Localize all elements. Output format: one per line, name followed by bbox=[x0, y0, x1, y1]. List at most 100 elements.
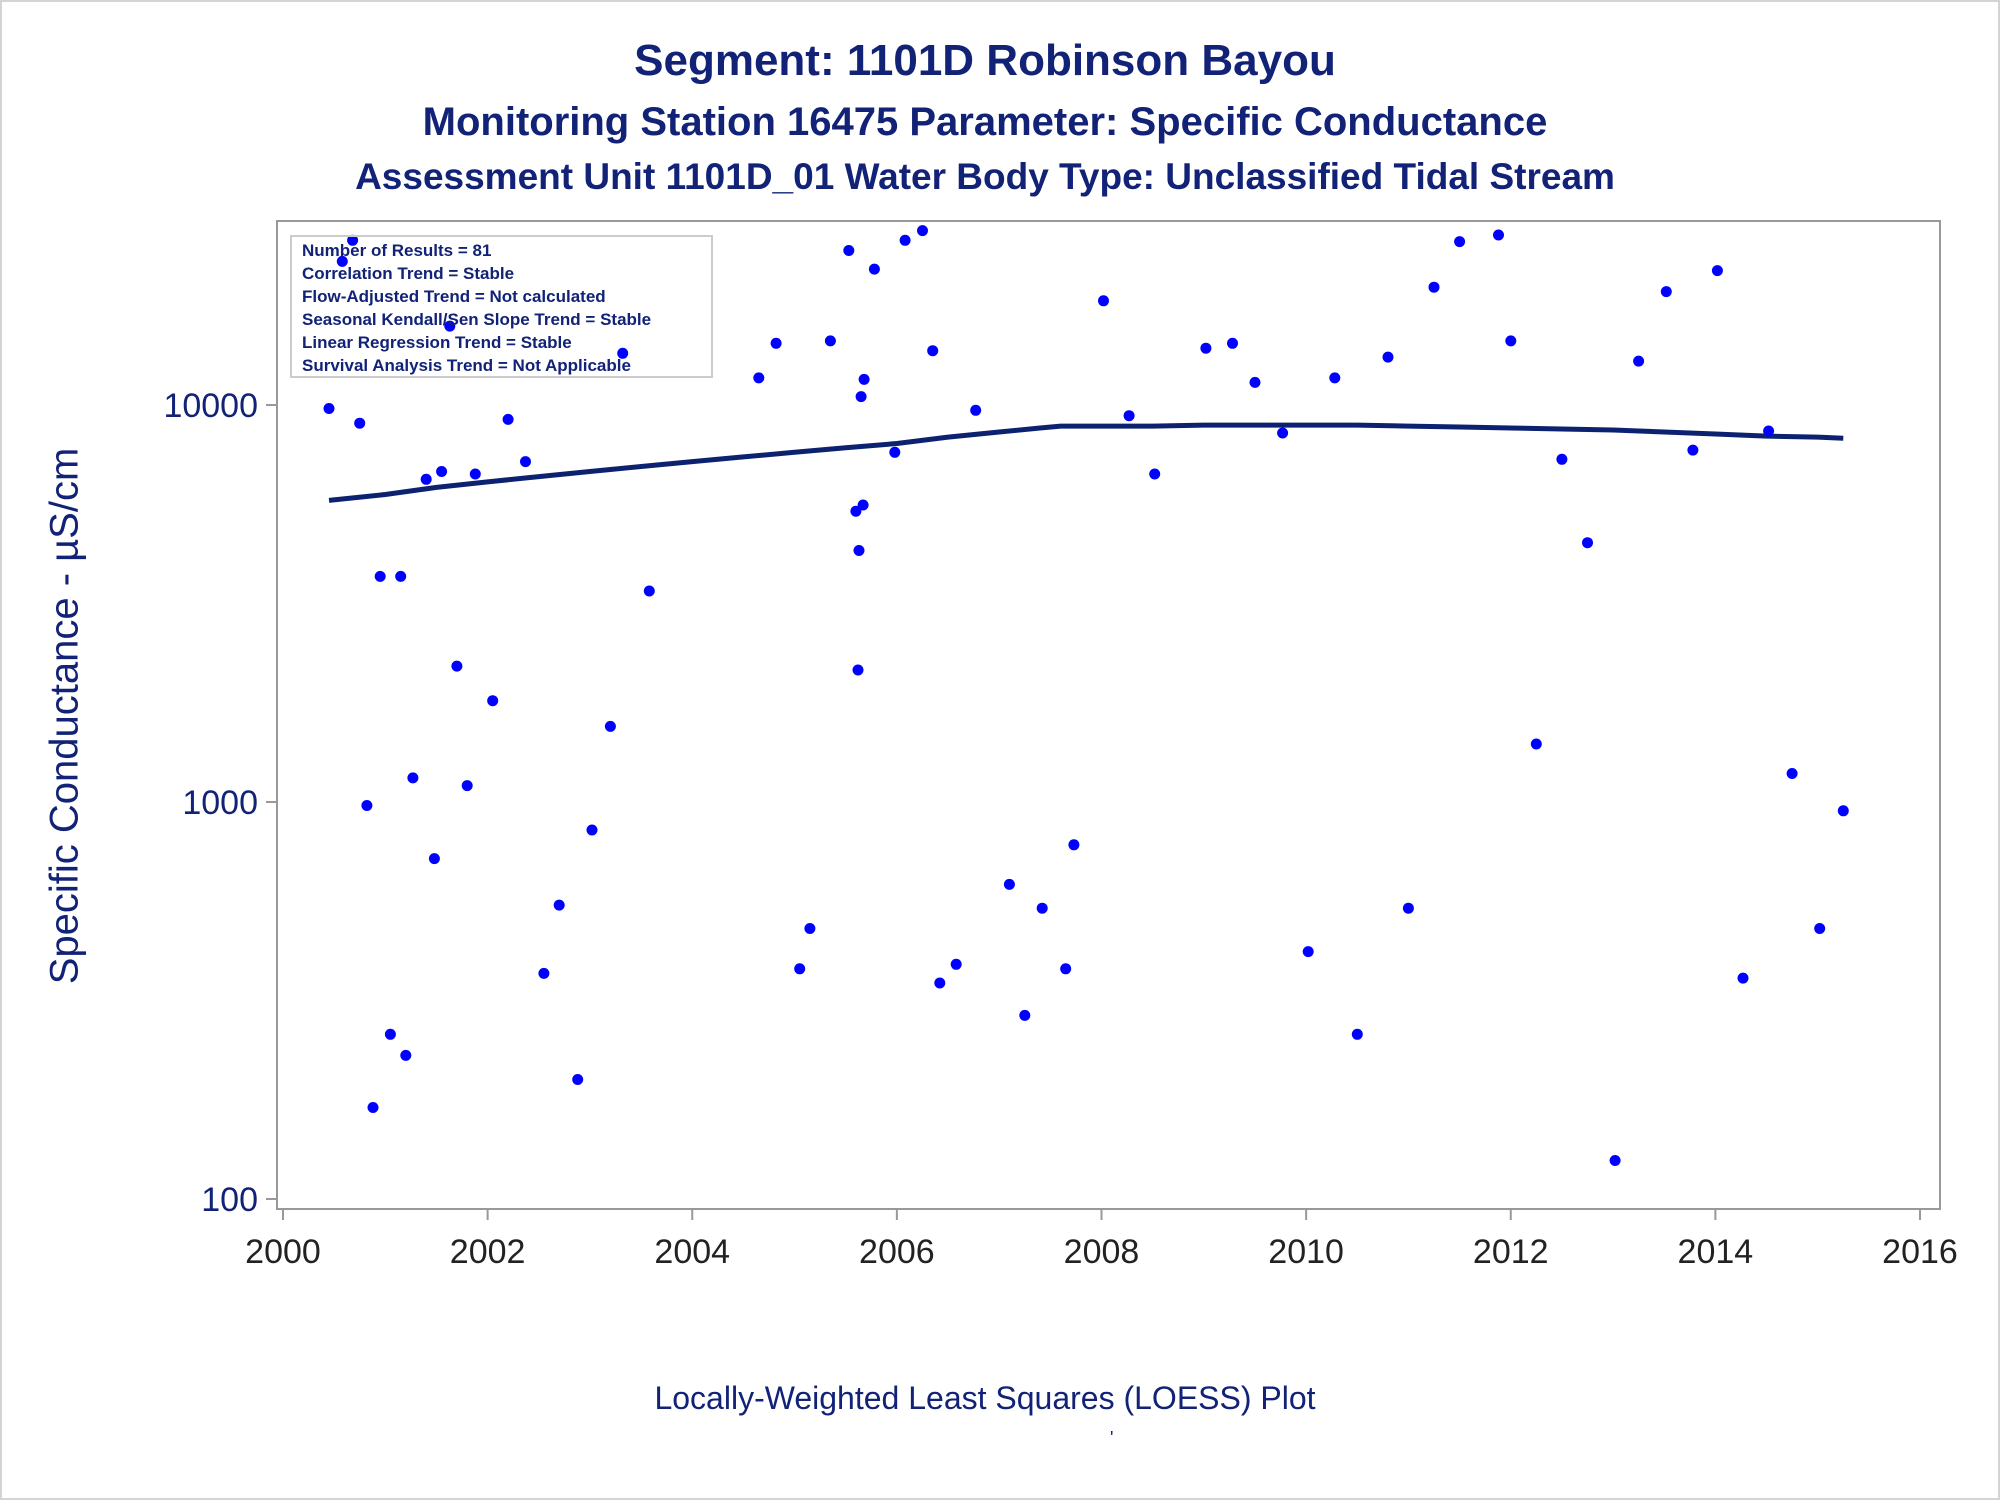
data-point bbox=[970, 404, 982, 416]
x-tick-label: 2006 bbox=[859, 1233, 935, 1271]
x-tick-label: 2000 bbox=[245, 1233, 321, 1271]
data-point bbox=[604, 720, 616, 732]
data-point bbox=[1200, 342, 1212, 354]
y-tick-label: 100 bbox=[201, 1181, 258, 1219]
data-point bbox=[469, 468, 481, 480]
data-point bbox=[487, 695, 499, 707]
data-point bbox=[1814, 923, 1826, 934]
data-point bbox=[586, 824, 598, 836]
stats-legend-line: Survival Analysis Trend = Not Applicable bbox=[302, 356, 631, 375]
data-point bbox=[1036, 902, 1048, 914]
data-point bbox=[950, 958, 962, 970]
data-point bbox=[1609, 1155, 1621, 1166]
data-point bbox=[538, 967, 550, 979]
data-point bbox=[855, 391, 867, 403]
data-point bbox=[1249, 376, 1261, 388]
data-point bbox=[1277, 427, 1289, 439]
data-point bbox=[850, 505, 862, 517]
data-point bbox=[336, 255, 348, 267]
y-tick-label: 10000 bbox=[163, 387, 258, 425]
data-point bbox=[617, 347, 629, 359]
data-point bbox=[1003, 878, 1015, 890]
x-tick-label: 2008 bbox=[1064, 1233, 1140, 1271]
data-point bbox=[1556, 453, 1568, 465]
x-tick-label: 2016 bbox=[1882, 1233, 1958, 1271]
data-point bbox=[1505, 335, 1517, 347]
data-point bbox=[1786, 768, 1798, 779]
data-point bbox=[1837, 805, 1849, 817]
data-point bbox=[1227, 337, 1238, 349]
data-point bbox=[553, 899, 565, 911]
data-point bbox=[1493, 229, 1504, 241]
data-point bbox=[1582, 537, 1593, 549]
data-point bbox=[934, 977, 946, 989]
data-point bbox=[384, 1028, 396, 1040]
data-point bbox=[1711, 265, 1723, 277]
data-point bbox=[643, 585, 655, 597]
x-tick-label: 2004 bbox=[654, 1233, 730, 1271]
scatter-points bbox=[323, 225, 1849, 1166]
data-point bbox=[520, 456, 531, 468]
footnote: Locally-Weighted Least Squares (LOESS) P… bbox=[654, 1380, 1316, 1416]
data-point bbox=[323, 403, 335, 414]
data-point bbox=[428, 853, 440, 865]
data-point bbox=[927, 345, 939, 357]
y-tick-label: 1000 bbox=[182, 784, 258, 822]
data-point bbox=[461, 780, 473, 792]
data-point bbox=[1660, 286, 1672, 298]
stats-legend-line: Flow-Adjusted Trend = Not calculated bbox=[302, 287, 606, 306]
data-point bbox=[395, 570, 407, 582]
chart-title: Segment: 1101D Robinson Bayou bbox=[634, 36, 1336, 85]
x-tick-label: 2014 bbox=[1678, 1233, 1754, 1271]
data-point bbox=[1302, 946, 1314, 958]
x-tick-label: 2012 bbox=[1473, 1233, 1549, 1271]
data-point bbox=[367, 1102, 379, 1113]
data-point bbox=[436, 466, 448, 477]
data-point bbox=[1763, 425, 1775, 437]
data-point bbox=[444, 320, 456, 332]
data-point bbox=[868, 263, 880, 275]
chart-subtitle: Monitoring Station 16475 Parameter: Spec… bbox=[422, 100, 1548, 144]
loess-line bbox=[328, 422, 1844, 503]
data-point bbox=[572, 1074, 584, 1085]
data-point bbox=[354, 417, 366, 429]
data-point bbox=[843, 245, 855, 256]
data-point bbox=[852, 664, 864, 676]
data-point bbox=[753, 372, 765, 384]
data-point bbox=[1149, 468, 1161, 480]
loess-line-group bbox=[328, 422, 1844, 503]
x-tick-label: 2010 bbox=[1268, 1233, 1344, 1271]
stats-legend-line: Number of Results = 81 bbox=[302, 241, 491, 260]
data-point bbox=[1019, 1009, 1031, 1021]
data-point bbox=[1068, 839, 1080, 851]
data-point bbox=[1737, 972, 1749, 984]
data-point bbox=[1329, 372, 1341, 384]
data-point bbox=[794, 963, 806, 975]
data-point bbox=[361, 800, 373, 811]
data-point bbox=[451, 660, 463, 672]
data-point bbox=[770, 337, 782, 349]
data-point bbox=[853, 545, 865, 556]
data-point bbox=[857, 499, 869, 511]
x-axis: 2000 2002 2004 2006 2008 2010 2012 2014 2016 bbox=[245, 1209, 1958, 1271]
data-point bbox=[1351, 1028, 1363, 1040]
x-tick-label: 2002 bbox=[450, 1233, 526, 1271]
stats-legend-line: Correlation Trend = Stable bbox=[302, 264, 514, 283]
stats-legend-line: Seasonal Kendall/Sen Slope Trend = Stabl… bbox=[302, 310, 651, 329]
data-point bbox=[347, 234, 359, 246]
data-point bbox=[1428, 281, 1440, 293]
data-point bbox=[889, 446, 901, 458]
stats-legend-box bbox=[290, 235, 713, 378]
stats-legend-line: Linear Regression Trend = Stable bbox=[302, 333, 572, 352]
data-point bbox=[824, 335, 836, 347]
data-point bbox=[502, 413, 514, 425]
chart-subtitle-2: Assessment Unit 1101D_01 Water Body Type… bbox=[355, 156, 1615, 197]
data-point bbox=[858, 373, 870, 385]
data-point bbox=[1060, 963, 1072, 975]
data-point bbox=[1633, 355, 1645, 367]
data-point bbox=[374, 570, 386, 582]
data-point bbox=[420, 473, 432, 485]
data-point bbox=[407, 772, 419, 784]
